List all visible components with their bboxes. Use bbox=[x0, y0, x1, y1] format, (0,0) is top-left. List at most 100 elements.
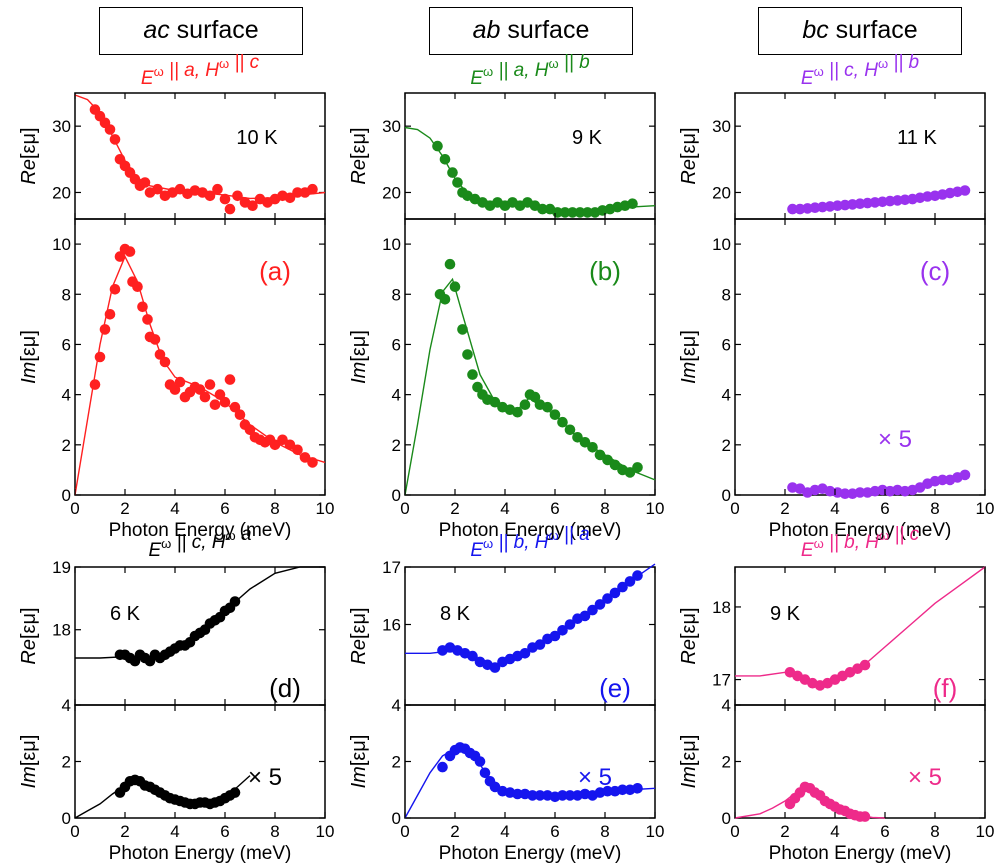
y-tick-label: 18 bbox=[52, 621, 71, 640]
im-data-point bbox=[512, 788, 523, 800]
im-data-point bbox=[244, 424, 256, 436]
im-subplot: 0 2 4 6 8 10 Im[εμ] bbox=[18, 218, 326, 505]
re-data-point bbox=[432, 140, 443, 152]
im-data-point bbox=[624, 467, 636, 478]
multiplier-label: × 5 bbox=[878, 426, 912, 453]
ylabel-prefix: Im bbox=[348, 766, 370, 788]
im-frame bbox=[404, 704, 656, 819]
im-data-point bbox=[579, 437, 591, 448]
im-data-point bbox=[154, 349, 166, 360]
re-data-point bbox=[557, 625, 568, 636]
re-data-point bbox=[959, 185, 971, 196]
im-data-point bbox=[564, 424, 576, 436]
im-data-point bbox=[534, 790, 546, 801]
y-tick-label: 4 bbox=[722, 386, 731, 405]
im-data-point bbox=[284, 439, 296, 451]
x-tick-label: 10 bbox=[976, 822, 995, 841]
x-axis-label: Photon Energy (meV) bbox=[769, 520, 952, 541]
omega-superscript: ω bbox=[548, 56, 558, 71]
x-axis-label: Photon Energy (meV) bbox=[109, 520, 292, 541]
im-data-point bbox=[587, 442, 598, 453]
im-fit-curve bbox=[404, 748, 656, 819]
im-data-point bbox=[149, 334, 161, 345]
im-subplot: 0 2 4 6 8 10 Im[εμ] bbox=[678, 218, 986, 505]
x-tick-label: 8 bbox=[270, 822, 279, 841]
temperature-label: 9 K bbox=[572, 127, 603, 149]
y-tick-label: 30 bbox=[52, 117, 71, 136]
im-frame bbox=[734, 704, 986, 819]
im-data-point bbox=[602, 454, 613, 466]
polarization-part: E bbox=[148, 540, 161, 561]
panel-label: (b) bbox=[589, 256, 621, 286]
im-data-point bbox=[99, 324, 111, 335]
y-tick-label: 10 bbox=[382, 235, 401, 254]
panel-label: (f) bbox=[933, 673, 958, 703]
omega-superscript: ω bbox=[483, 64, 493, 79]
im-data-point bbox=[229, 787, 241, 798]
im-data-point bbox=[299, 452, 311, 463]
y-tick-label: 2 bbox=[392, 436, 401, 455]
re-data-point bbox=[307, 183, 318, 195]
x-tick-label: 6 bbox=[550, 822, 559, 841]
ylabel-rest: [εμ] bbox=[678, 607, 700, 639]
im-data-point bbox=[234, 409, 246, 421]
re-fit-curve bbox=[74, 94, 326, 200]
x-tick-label: 2 bbox=[450, 499, 459, 518]
im-data-point bbox=[467, 369, 478, 380]
y-tick-label: 0 bbox=[392, 486, 401, 505]
polarization-part: a bbox=[236, 524, 252, 545]
y-tick-label: 20 bbox=[382, 183, 401, 202]
x-tick-label: 6 bbox=[550, 499, 559, 518]
omega-superscript: ω bbox=[483, 536, 493, 551]
im-data-point bbox=[839, 488, 851, 500]
y-tick-label: 0 bbox=[62, 486, 71, 505]
x-tick-label: 4 bbox=[500, 499, 509, 518]
y-tick-label: 6 bbox=[392, 335, 401, 354]
re-data-point bbox=[452, 177, 463, 188]
multiplier-label: × 5 bbox=[908, 764, 942, 791]
y-tick-label: 0 bbox=[722, 809, 731, 828]
ylabel-rest: [εμ] bbox=[348, 607, 370, 639]
x-tick-label: 4 bbox=[170, 499, 179, 518]
temperature-label: 9 K bbox=[770, 603, 801, 625]
im-data-point bbox=[472, 381, 483, 393]
re-data-point bbox=[609, 587, 621, 599]
x-tick-label: 6 bbox=[220, 499, 229, 518]
panel-label: (d) bbox=[269, 673, 301, 703]
re-data-point bbox=[447, 167, 458, 178]
im-data-point bbox=[209, 399, 221, 411]
y-tick-label: 20 bbox=[712, 183, 731, 202]
im-data-point bbox=[512, 406, 523, 418]
re-data-point bbox=[292, 187, 303, 198]
multiplier-label: × 5 bbox=[248, 764, 282, 791]
re-data-point bbox=[229, 596, 241, 607]
im-data-point bbox=[292, 444, 303, 456]
polarization-part: || a, H bbox=[493, 60, 549, 81]
x-tick-label: 8 bbox=[930, 822, 939, 841]
re-data-point bbox=[519, 648, 531, 659]
panel-b: Eω || a, Hω || b2030Re[εμ]0246810Im[εμ]0… bbox=[348, 52, 664, 541]
x-tick-label: 0 bbox=[400, 822, 409, 841]
im-data-point bbox=[277, 434, 288, 446]
x-tick-label: 6 bbox=[220, 822, 229, 841]
x-tick-label: 10 bbox=[976, 499, 995, 518]
re-subplot: 20 30 Re[εμ] bbox=[18, 92, 326, 220]
x-tick-label: 4 bbox=[500, 822, 509, 841]
y-tick-label: 0 bbox=[62, 809, 71, 828]
temperature-label: 11 K bbox=[897, 127, 937, 149]
im-data-point bbox=[479, 767, 491, 779]
x-tick-label: 4 bbox=[830, 499, 839, 518]
polarization-part: || b bbox=[888, 52, 919, 73]
y-tick-label: 17 bbox=[712, 671, 731, 690]
im-data-point bbox=[132, 281, 143, 293]
x-tick-label: 2 bbox=[450, 822, 459, 841]
x-tick-label: 2 bbox=[120, 822, 129, 841]
panel-c: Eω || c, Hω || b2030Re[εμ]0246810Im[εμ]0… bbox=[678, 52, 994, 541]
polarization-part: || a bbox=[559, 524, 590, 545]
im-data-point bbox=[572, 432, 583, 443]
y-tick-label: 30 bbox=[382, 117, 401, 136]
y-tick-label: 2 bbox=[722, 753, 731, 772]
polarization-part: E bbox=[801, 540, 814, 561]
